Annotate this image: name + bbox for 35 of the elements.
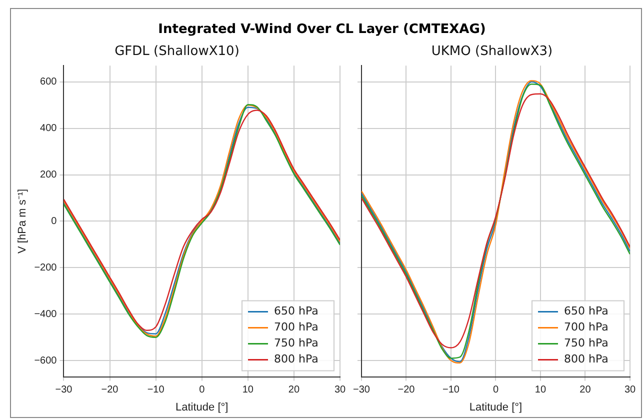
- x-tick-label: 10: [242, 384, 254, 396]
- y-axis-title: V [hPa m s⁻¹]: [16, 188, 29, 254]
- y-tick-label: 0: [51, 216, 58, 227]
- x-tick-label: −30: [55, 384, 73, 396]
- y-tick-label: 400: [40, 123, 58, 134]
- x-tick-label: 0: [492, 384, 499, 396]
- x-axis-title: Latitude [°]: [176, 401, 228, 414]
- x-tick-label: −10: [442, 384, 460, 396]
- chart-title: UKMO (ShallowX3): [431, 44, 553, 60]
- legend-label: 750 hPa: [564, 336, 608, 350]
- chart-title: GFDL (ShallowX10): [114, 44, 240, 60]
- y-tick-label: 600: [40, 76, 58, 88]
- x-tick-label: −10: [147, 384, 165, 396]
- y-tick-label: −200: [34, 262, 58, 274]
- y-tick-label: −400: [34, 308, 58, 320]
- x-tick-label: 30: [624, 384, 636, 396]
- x-tick-label: 20: [580, 384, 592, 396]
- x-axis-title: Latitude [°]: [469, 401, 522, 414]
- legend-label: 800 hPa: [564, 352, 608, 366]
- x-tick-label: 0: [199, 384, 206, 396]
- x-tick-label: 10: [534, 384, 546, 396]
- x-tick-label: 30: [334, 384, 346, 396]
- legend-label: 800 hPa: [274, 352, 318, 366]
- legend-label: 700 hPa: [564, 320, 608, 334]
- legend-label: 650 hPa: [274, 304, 318, 318]
- legend-label: 700 hPa: [274, 320, 318, 334]
- text: Integrated V-Wind Over CL Layer (CMTEXAG): [157, 22, 487, 37]
- x-tick-label: −30: [352, 384, 370, 396]
- y-tick-label: 200: [40, 170, 58, 180]
- x-tick-label: −20: [398, 384, 416, 396]
- legend-label: 650 hPa: [564, 304, 608, 318]
- y-tick-label: −600: [34, 355, 58, 366]
- legend-label: 750 hPa: [274, 336, 318, 350]
- x-tick-label: −20: [101, 384, 119, 396]
- x-tick-label: 20: [288, 384, 300, 396]
